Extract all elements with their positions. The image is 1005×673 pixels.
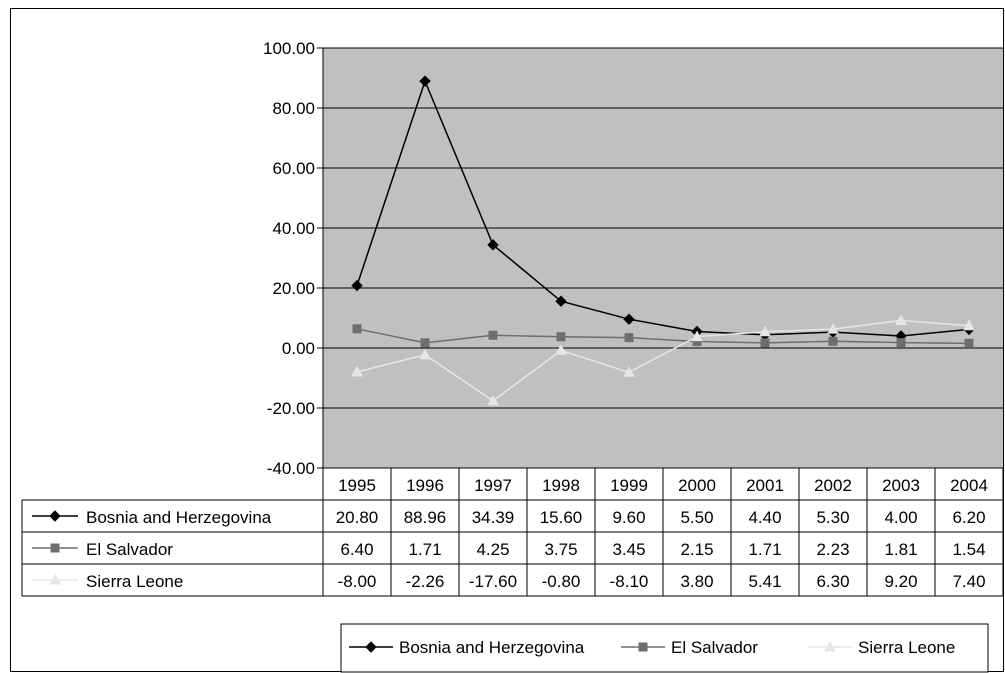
data-point [963, 319, 975, 331]
y-tick-label: 60.00 [272, 159, 315, 178]
data-point [556, 332, 566, 342]
data-label: 2.15 [680, 540, 713, 559]
data-label: 6.40 [340, 540, 373, 559]
y-tick-label: 100.00 [263, 39, 315, 58]
x-tick-label: 2003 [882, 476, 920, 495]
data-point [487, 394, 499, 406]
legend [340, 623, 989, 673]
data-label: 9.60 [612, 508, 645, 527]
data-label: 7.40 [952, 572, 985, 591]
data-label: -0.80 [542, 572, 581, 591]
legend-key-marker [50, 543, 60, 553]
data-label: 1.71 [748, 540, 781, 559]
data-label: 4.40 [748, 508, 781, 527]
data-point [623, 366, 635, 377]
y-tick-label: 20.00 [272, 279, 315, 298]
legend-key-marker [638, 642, 648, 652]
data-label: 3.80 [680, 572, 713, 591]
x-tick-label: 2002 [814, 476, 852, 495]
data-label: 3.75 [544, 540, 577, 559]
data-label: 88.96 [404, 508, 447, 527]
y-tick-label: -40.00 [267, 459, 315, 478]
data-point [487, 239, 499, 251]
x-tick-label: 2004 [950, 476, 988, 495]
data-label: 34.39 [472, 508, 515, 527]
legend-label: Bosnia and Herzegovina [399, 638, 585, 657]
table-series-name: El Salvador [86, 540, 173, 559]
legend-key-marker [49, 510, 61, 522]
data-point [623, 313, 635, 325]
x-tick-label: 1998 [542, 476, 580, 495]
data-point [691, 330, 703, 342]
data-point [896, 338, 906, 348]
data-label: -2.26 [406, 572, 445, 591]
data-label: 4.00 [884, 508, 917, 527]
table-series-name: Sierra Leone [86, 572, 183, 591]
data-point [827, 323, 839, 334]
data-label: 20.80 [336, 508, 379, 527]
data-point [488, 330, 498, 340]
data-point [555, 344, 567, 355]
x-tick-label: 1996 [406, 476, 444, 495]
data-label: 5.30 [816, 508, 849, 527]
x-tick-label: 1997 [474, 476, 512, 495]
data-label: -8.00 [338, 572, 377, 591]
y-tick-label: 0.00 [282, 339, 315, 358]
data-point [964, 338, 974, 348]
data-label: 3.45 [612, 540, 645, 559]
data-point [759, 325, 771, 337]
y-tick-label: 40.00 [272, 219, 315, 238]
data-point [828, 336, 838, 346]
data-point [555, 295, 567, 307]
data-label: 4.25 [476, 540, 509, 559]
data-label: 1.81 [884, 540, 917, 559]
x-tick-label: 1995 [338, 476, 376, 495]
x-tick-label: 1999 [610, 476, 648, 495]
data-point [351, 279, 363, 292]
legend-label: Sierra Leone [858, 638, 955, 657]
legend-label: El Salvador [671, 638, 758, 657]
data-point [895, 314, 907, 325]
legend-key-marker [365, 641, 377, 653]
data-label: 5.41 [748, 572, 781, 591]
data-point [352, 324, 362, 334]
data-label: 6.20 [952, 508, 985, 527]
data-label: 15.60 [540, 508, 583, 527]
legend-key-marker [49, 573, 61, 585]
series-line-2 [356, 319, 970, 402]
data-point [419, 348, 431, 360]
plot-area [323, 48, 1003, 468]
y-tick-label: -20.00 [267, 399, 315, 418]
legend-key-marker [824, 640, 836, 652]
table-series-name: Bosnia and Herzegovina [86, 508, 272, 527]
data-label: 2.23 [816, 540, 849, 559]
data-label: 9.20 [884, 572, 917, 591]
y-tick-label: 80.00 [272, 99, 315, 118]
data-point [624, 333, 634, 343]
series-line-0 [356, 78, 970, 337]
data-label: 1.54 [952, 540, 985, 559]
data-point [419, 75, 431, 87]
data-label: 1.71 [408, 540, 441, 559]
data-point [351, 365, 363, 377]
data-label: -8.10 [610, 572, 649, 591]
x-tick-label: 2000 [678, 476, 716, 495]
data-point [760, 338, 770, 348]
data-point [420, 338, 430, 348]
series-line-1 [356, 328, 970, 345]
data-label: -17.60 [469, 572, 517, 591]
x-tick-label: 2001 [746, 476, 784, 495]
data-label: 5.50 [680, 508, 713, 527]
data-label: 6.30 [816, 572, 849, 591]
